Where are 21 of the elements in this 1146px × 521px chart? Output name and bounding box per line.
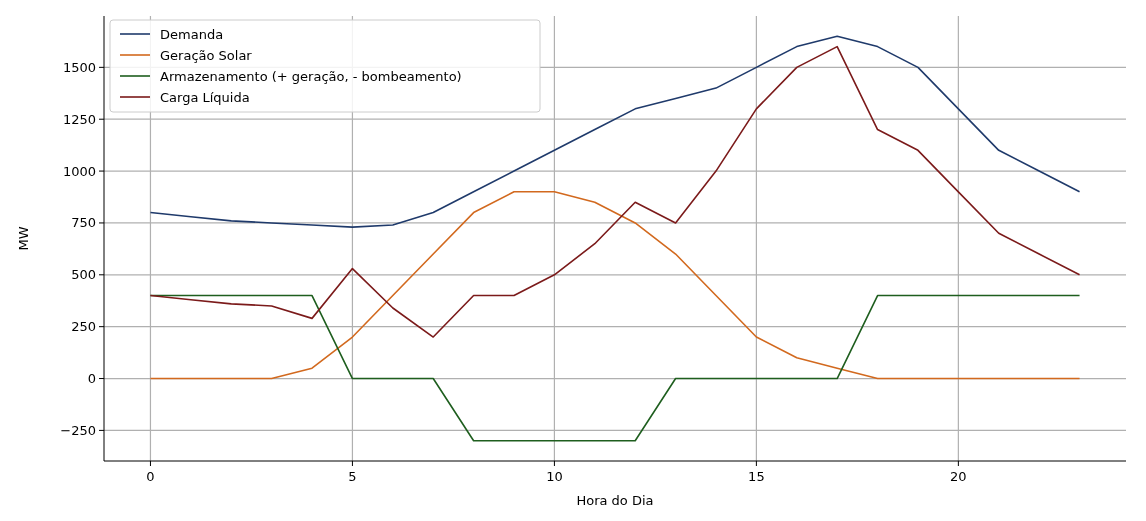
line-series xyxy=(149,45,1081,338)
legend-label: Carga Líquida xyxy=(160,89,250,105)
y-tick-label: 250 xyxy=(71,319,96,335)
y-tick-label: 1000 xyxy=(62,163,96,179)
x-tick-label: 15 xyxy=(748,469,765,484)
legend-label: Armazenamento (+ geração, - bombeamento) xyxy=(160,68,462,84)
legend-label: Geração Solar xyxy=(160,47,253,63)
legend-label: Demanda xyxy=(160,26,224,42)
y-axis-title: MW xyxy=(16,226,31,251)
y-tick-label: 1500 xyxy=(62,59,96,75)
x-tick-label: 20 xyxy=(950,469,967,484)
y-tick-label: 750 xyxy=(71,215,96,231)
x-tick-label: 10 xyxy=(546,469,563,484)
y-tick-label: 0 xyxy=(87,371,96,387)
x-tick-label: 5 xyxy=(348,469,357,484)
x-tick-label: 0 xyxy=(146,469,155,484)
y-tick-label: 500 xyxy=(71,267,96,283)
x-axis-title: Hora do Dia xyxy=(576,493,654,508)
line-series xyxy=(149,191,1081,380)
y-tick-label: −250 xyxy=(60,422,96,438)
y-tick-label: 1250 xyxy=(62,111,96,127)
